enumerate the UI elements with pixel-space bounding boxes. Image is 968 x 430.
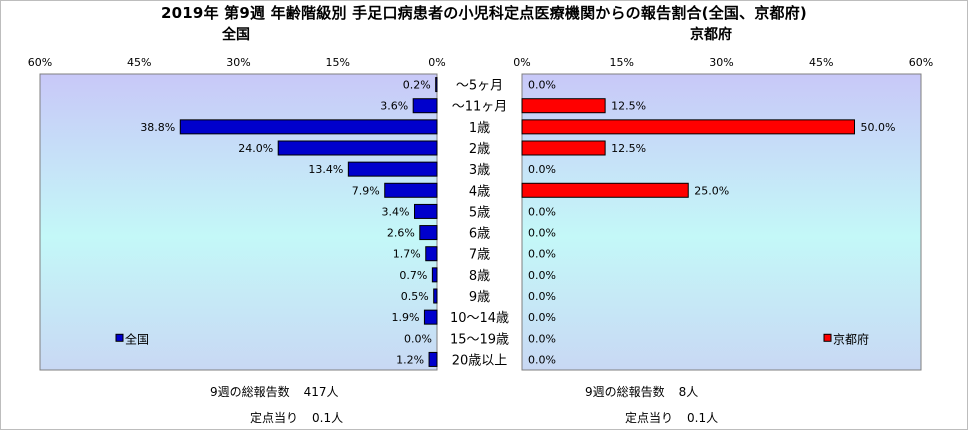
national-subtitle: 全国 (222, 27, 250, 43)
national-data-label: 13.4% (308, 163, 343, 176)
kyoto-total-value: 8人 (678, 385, 699, 399)
national-bar (179, 119, 438, 135)
national-data-label: 0.5% (401, 290, 429, 303)
national-data-label: 0.0% (404, 332, 432, 345)
national-total-value: 417人 (303, 385, 339, 399)
national-legend-swatch (115, 333, 124, 342)
kyoto-bar (521, 140, 606, 156)
kyoto-per-site-value: 0.1人 (687, 411, 719, 425)
category-label: 5歳 (469, 205, 490, 220)
national-data-label: 24.0% (238, 142, 273, 155)
national-data-label: 2.6% (387, 227, 415, 240)
category-label: ～11ヶ月 (452, 100, 508, 115)
national-bar (425, 246, 438, 262)
category-label: 20歳以上 (452, 353, 508, 368)
kyoto-data-label: 0.0% (528, 79, 556, 92)
national-data-label: 0.2% (403, 79, 431, 92)
national-per-site-value: 0.1人 (312, 411, 344, 425)
kyoto-per-site-label: 定点当り (625, 411, 674, 425)
national-data-label: 1.2% (396, 353, 424, 366)
chart-title: 2019年 第9週 年齢階級別 手足口病患者の小児科定点医療機関からの報告割合(… (161, 4, 807, 22)
national-per-site-label: 定点当り (250, 411, 299, 425)
chart-text: 60% 45% 30% 15% 0% 0% 15% 30% 45% 60% ～5ヶ月 ～11ヶ月 1歳 2… (28, 56, 933, 368)
kyoto-data-label: 12.5% (611, 142, 646, 155)
national-x-tick-label: 45% (127, 56, 151, 69)
kyoto-data-label: 0.0% (528, 163, 556, 176)
national-bar (347, 161, 438, 177)
national-bar (428, 351, 438, 367)
national-plot-area (39, 73, 438, 371)
national-bar (423, 309, 438, 325)
national-data-label: 3.4% (382, 205, 410, 218)
national-bar (414, 203, 438, 219)
category-label: 8歳 (469, 269, 490, 284)
kyoto-data-label: 50.0% (861, 121, 896, 134)
category-label: 6歳 (469, 227, 490, 242)
national-total-label: 9週の総報告数 (210, 385, 290, 399)
kyoto-data-label: 0.0% (528, 269, 556, 282)
kyoto-legend-label: 京都府 (833, 331, 869, 346)
kyoto-data-label: 0.0% (528, 332, 556, 345)
category-label: 10～14歳 (450, 311, 509, 326)
kyoto-data-label: 0.0% (528, 205, 556, 218)
kyoto-bar (521, 98, 606, 114)
national-x-tick-label: 0% (428, 56, 445, 69)
kyoto-data-label: 0.0% (528, 227, 556, 240)
kyoto-data-label: 25.0% (694, 184, 729, 197)
kyoto-data-label: 0.0% (528, 290, 556, 303)
kyoto-x-tick-label: 30% (709, 56, 733, 69)
category-label: 9歳 (469, 290, 490, 305)
kyoto-total-row: 9週の総報告数 8人 (585, 383, 698, 400)
bars (179, 77, 855, 367)
kyoto-data-label: 0.0% (528, 248, 556, 261)
category-label: ～5ヶ月 (456, 79, 503, 94)
category-label: 15～19歳 (450, 332, 509, 347)
category-label: 1歳 (469, 121, 490, 136)
kyoto-total-label: 9週の総報告数 (585, 385, 665, 399)
national-data-label: 0.7% (399, 269, 427, 282)
national-bar (419, 225, 438, 241)
kyoto-plot-area (521, 73, 922, 371)
national-x-tick-label: 15% (326, 56, 350, 69)
national-bar (412, 98, 438, 114)
national-x-tick-label: 30% (226, 56, 250, 69)
national-data-label: 38.8% (140, 121, 175, 134)
kyoto-x-tick-label: 60% (909, 56, 933, 69)
kyoto-x-tick-label: 45% (809, 56, 833, 69)
kyoto-data-label: 0.0% (528, 353, 556, 366)
kyoto-bar (521, 182, 689, 198)
national-per-site-row: 定点当り 0.1人 (250, 409, 343, 426)
national-data-label: 3.6% (380, 100, 408, 113)
kyoto-legend-swatch (823, 333, 832, 342)
national-bar (277, 140, 438, 156)
kyoto-x-tick-label: 15% (610, 56, 634, 69)
national-data-label: 7.9% (352, 184, 380, 197)
national-bar (384, 182, 438, 198)
kyoto-data-label: 0.0% (528, 311, 556, 324)
kyoto-bar (521, 119, 855, 135)
category-label: 4歳 (469, 184, 490, 199)
national-x-tick-label: 60% (28, 56, 52, 69)
category-label: 2歳 (469, 142, 490, 157)
kyoto-data-label: 12.5% (611, 100, 646, 113)
national-data-label: 1.9% (391, 311, 419, 324)
national-total-row: 9週の総報告数 417人 (210, 383, 339, 400)
national-bar (431, 267, 438, 283)
kyoto-x-tick-label: 0% (513, 56, 530, 69)
national-legend-label: 全国 (125, 331, 149, 346)
kyoto-per-site-row: 定点当り 0.1人 (625, 409, 718, 426)
category-label: 7歳 (469, 248, 490, 263)
national-data-label: 1.7% (393, 248, 421, 261)
national-bar (435, 77, 438, 93)
kyoto-subtitle: 京都府 (690, 27, 732, 43)
category-label: 3歳 (469, 163, 490, 178)
national-bar (433, 288, 438, 304)
